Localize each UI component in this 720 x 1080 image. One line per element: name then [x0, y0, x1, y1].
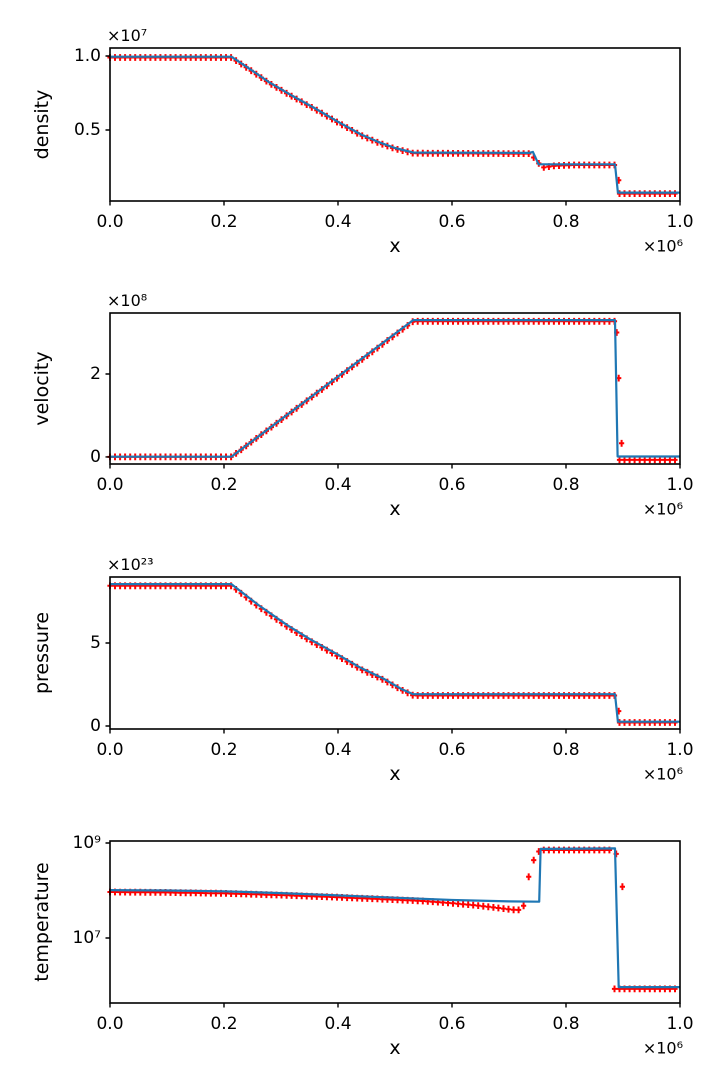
density-axis-ticks	[105, 55, 681, 206]
temperature-xlabel: x	[389, 1037, 400, 1059]
density-xtick-label: 0.4	[324, 212, 351, 232]
pressure-ytick-label: 0	[90, 716, 101, 736]
temperature-line	[109, 847, 680, 989]
panel-density: 0.0 0.2 0.4 0.6 0.8 1.0 0.5 1.0 x ×10⁶ ×10⁷ density	[31, 26, 694, 257]
pressure-y-offset-label: ×10²³	[107, 555, 154, 574]
temperature-xtick-label: 0.4	[324, 1014, 351, 1034]
panel-temperature: 0.0 0.2 0.4 0.6 0.8 1.0 10⁷ 10⁹ x ×10⁶ temperature	[31, 833, 694, 1059]
pressure-xtick-label: 0.2	[210, 740, 237, 760]
velocity-ytick-label: 2	[90, 364, 101, 384]
pressure-frame	[109, 576, 681, 730]
velocity-y-offset-label: ×10⁸	[107, 291, 147, 310]
temperature-frame	[109, 840, 681, 1004]
density-markers	[107, 54, 678, 197]
density-xtick-label: 0.8	[552, 212, 579, 232]
pressure-xtick-label: 0.6	[438, 740, 465, 760]
density-xtick-label: 0.0	[96, 212, 123, 232]
temperature-ytick-label: 10⁹	[73, 833, 102, 853]
pressure-xlabel: x	[389, 763, 400, 785]
density-xtick-label: 1.0	[666, 212, 693, 232]
density-xtick-label: 0.6	[438, 212, 465, 232]
velocity-frame	[109, 312, 681, 465]
velocity-xtick-label: 0.4	[324, 475, 351, 495]
pressure-xtick-label: 0.8	[552, 740, 579, 760]
pressure-xtick-label: 0.0	[96, 740, 123, 760]
velocity-ylabel: velocity	[31, 351, 53, 425]
pressure-xtick-label: 0.4	[324, 740, 351, 760]
density-ylabel: density	[31, 90, 53, 160]
temperature-ylabel: temperature	[31, 862, 53, 981]
velocity-xtick-label: 0.0	[96, 475, 123, 495]
temperature-markers	[107, 846, 678, 993]
density-xtick-label: 0.2	[210, 212, 237, 232]
temperature-axis-ticks	[105, 842, 681, 1008]
pressure-markers	[107, 582, 678, 726]
temperature-xtick-label: 0.8	[552, 1014, 579, 1034]
velocity-markers	[107, 317, 678, 464]
velocity-xtick-label: 0.2	[210, 475, 237, 495]
velocity-xtick-label: 1.0	[666, 475, 693, 495]
pressure-x-offset-label: ×10⁶	[643, 765, 683, 784]
velocity-xtick-label: 0.8	[552, 475, 579, 495]
density-ytick-label: 0.5	[74, 120, 101, 140]
temperature-xtick-label: 0.2	[210, 1014, 237, 1034]
velocity-xtick-label: 0.6	[438, 475, 465, 495]
density-frame	[109, 47, 681, 202]
density-ytick-label: 1.0	[74, 46, 101, 66]
density-y-offset-label: ×10⁷	[107, 26, 147, 45]
panel-pressure: 0.0 0.2 0.4 0.6 0.8 1.0 0 5 x ×10⁶ ×10²³ pressure	[31, 555, 694, 785]
density-line	[110, 55, 680, 194]
density-xlabel: x	[389, 235, 400, 257]
velocity-axis-ticks	[105, 373, 681, 469]
velocity-x-offset-label: ×10⁶	[643, 500, 683, 519]
temperature-xtick-label: 0.0	[96, 1014, 123, 1034]
pressure-ylabel: pressure	[31, 612, 53, 694]
temperature-xtick-label: 0.6	[438, 1014, 465, 1034]
velocity-ytick-label: 0	[90, 447, 101, 467]
pressure-xtick-label: 1.0	[666, 740, 693, 760]
density-x-offset-label: ×10⁶	[643, 237, 683, 256]
pressure-line	[110, 582, 680, 723]
pressure-ytick-label: 5	[90, 633, 101, 653]
temperature-xtick-label: 1.0	[666, 1014, 693, 1034]
velocity-line	[110, 319, 680, 458]
temperature-x-offset-label: ×10⁶	[643, 1039, 683, 1058]
temperature-ytick-label: 10⁷	[73, 928, 102, 948]
pressure-axis-ticks	[105, 642, 681, 734]
panel-velocity: 0.0 0.2 0.4 0.6 0.8 1.0 0 2 x ×10⁶ ×10⁸ velocity	[31, 291, 694, 520]
velocity-xlabel: x	[389, 498, 400, 520]
